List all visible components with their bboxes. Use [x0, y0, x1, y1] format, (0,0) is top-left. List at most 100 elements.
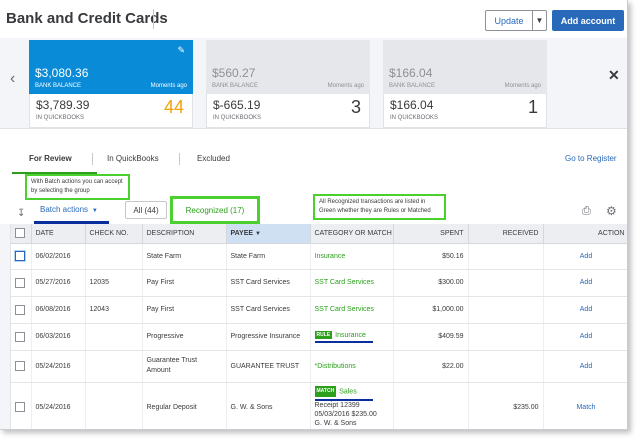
- cell-received: [468, 269, 544, 297]
- cell-received: [468, 323, 544, 351]
- row-checkbox[interactable]: [15, 331, 25, 342]
- account-card-2[interactable]: $560.27 BANK BALANCE Moments ago $-665.1…: [206, 40, 370, 128]
- cell-category[interactable]: MATCH Sales Receipt 12399 05/03/2016 $235…: [310, 382, 394, 429]
- table-row[interactable]: 05/24/2016 Guarantee Trust Amount GUARAN…: [11, 350, 627, 383]
- cell-category[interactable]: RULE Insurance: [310, 323, 394, 351]
- card-qb-section: $3,789.39 IN QUICKBOOKS 44: [29, 94, 193, 128]
- add-action-link[interactable]: Add: [543, 243, 627, 270]
- update-button[interactable]: Update: [485, 10, 533, 31]
- cell-check-no: [85, 323, 143, 351]
- add-account-button[interactable]: Add account: [552, 10, 624, 31]
- batch-actions-label: Batch actions: [40, 205, 89, 214]
- account-card-3[interactable]: $166.04 BANK BALANCE Moments ago $166.04…: [383, 40, 547, 128]
- cell-category[interactable]: Insurance: [310, 243, 394, 270]
- recognized-annotation: All Recognized transactions are listed i…: [313, 194, 446, 220]
- cell-description: State Farm: [142, 243, 227, 270]
- header-check-no[interactable]: CHECK NO.: [85, 224, 143, 244]
- tabs-bar: For Review In QuickBooks Excluded Go to …: [0, 128, 627, 175]
- header-description[interactable]: DESCRIPTION: [142, 224, 227, 244]
- category-label: Insurance: [335, 331, 366, 339]
- review-count: 3: [350, 97, 361, 117]
- printer-icon[interactable]: ⎙: [582, 205, 591, 217]
- go-to-register-link[interactable]: Go to Register: [565, 154, 617, 163]
- cell-received: [468, 350, 544, 383]
- tab-for-review[interactable]: For Review: [29, 154, 72, 163]
- header-date[interactable]: DATE: [31, 224, 86, 244]
- bank-balance-amount: $166.04: [389, 66, 433, 80]
- match-action-link[interactable]: Match: [543, 382, 627, 429]
- cell-spent: $409.59: [393, 323, 469, 351]
- cell-date: 05/24/2016: [31, 350, 86, 383]
- filter-all-button[interactable]: All (44): [125, 201, 167, 219]
- cell-description: Regular Deposit: [142, 382, 227, 429]
- cell-payee[interactable]: G. W. & Sons: [226, 382, 311, 429]
- table-row[interactable]: 06/03/2016 Progressive Progressive Insur…: [11, 323, 627, 351]
- cell-payee[interactable]: Progressive Insurance: [226, 323, 311, 351]
- cell-category[interactable]: SST Card Services: [310, 296, 394, 324]
- cell-check-no: 12035: [85, 269, 143, 297]
- page-title: Bank and Credit Cards: [6, 10, 168, 27]
- add-action-link[interactable]: Add: [543, 350, 627, 383]
- category-label: Sales: [339, 388, 357, 396]
- row-checkbox[interactable]: [15, 402, 25, 412]
- cell-received: [468, 296, 544, 324]
- table-row[interactable]: 06/08/2016 12043 Pay First SST Card Serv…: [11, 296, 627, 324]
- row-checkbox[interactable]: [15, 251, 25, 261]
- header-payee[interactable]: PAYEE ▼: [226, 224, 311, 244]
- cell-date: 06/03/2016: [31, 323, 86, 351]
- close-icon[interactable]: ✕: [608, 67, 620, 83]
- row-checkbox[interactable]: [15, 361, 25, 371]
- row-checkbox[interactable]: [15, 304, 25, 315]
- pencil-icon[interactable]: ✎: [177, 45, 185, 55]
- qb-balance-label: IN QUICKBOOKS: [390, 115, 439, 121]
- category-highlight: [314, 340, 373, 343]
- qb-balance-amount: $166.04: [390, 98, 434, 112]
- updated-time: Moments ago: [327, 83, 364, 89]
- category-highlight: [314, 399, 373, 401]
- cell-date: 05/27/2016: [31, 269, 86, 297]
- card-qb-section: $166.04 IN QUICKBOOKS 1: [383, 94, 547, 128]
- cell-check-no: 12043: [85, 296, 143, 324]
- add-action-link[interactable]: Add: [543, 323, 627, 351]
- cell-check-no: [85, 350, 143, 383]
- header-category[interactable]: CATEGORY OR MATCH: [310, 224, 394, 244]
- table-row[interactable]: 05/27/2016 12035 Pay First SST Card Serv…: [11, 269, 627, 297]
- update-dropdown-button[interactable]: ▼: [532, 10, 547, 31]
- add-action-link[interactable]: Add: [543, 269, 627, 297]
- table-row[interactable]: 06/02/2016 State Farm State Farm Insuran…: [11, 243, 627, 270]
- select-all-header[interactable]: [11, 224, 32, 244]
- match-badge: MATCH: [314, 386, 337, 397]
- header-spent[interactable]: SPENT: [393, 224, 469, 244]
- cell-spent: $22.00: [393, 350, 469, 383]
- table-row[interactable]: 05/24/2016 Regular Deposit G. W. & Sons …: [11, 382, 627, 429]
- cell-payee[interactable]: SST Card Services: [226, 269, 311, 297]
- review-count: 1: [527, 97, 538, 117]
- rule-badge: RULE: [314, 330, 333, 339]
- cell-spent: $1,000.00: [393, 296, 469, 324]
- cell-category[interactable]: SST Card Services: [310, 269, 394, 297]
- sort-arrow-icon[interactable]: ↧: [17, 208, 26, 219]
- filter-recognized-button[interactable]: Recognized (17): [170, 196, 260, 224]
- card-bank-section: $166.04 BANK BALANCE Moments ago: [383, 40, 547, 94]
- card-bank-section: ✎ $3,080.36 BANK BALANCE Moments ago: [29, 40, 193, 94]
- cell-payee[interactable]: GUARANTEE TRUST: [226, 350, 311, 383]
- transactions-table: DATE CHECK NO. DESCRIPTION PAYEE ▼ CATEG…: [10, 224, 627, 429]
- cell-category[interactable]: *Distributions: [310, 350, 394, 383]
- row-checkbox[interactable]: [15, 277, 25, 288]
- account-card-1[interactable]: ✎ $3,080.36 BANK BALANCE Moments ago $3,…: [29, 40, 193, 128]
- carousel-prev-icon[interactable]: ‹: [10, 70, 16, 87]
- bank-balance-label: BANK BALANCE: [35, 83, 82, 89]
- tab-excluded[interactable]: Excluded: [197, 154, 230, 163]
- qb-balance-label: IN QUICKBOOKS: [213, 115, 262, 121]
- header-action: ACTION: [543, 224, 627, 244]
- header-received[interactable]: RECEIVED: [468, 224, 544, 244]
- caret-down-icon: ▼: [535, 16, 544, 25]
- cell-payee[interactable]: State Farm: [226, 243, 311, 270]
- select-all-checkbox[interactable]: [15, 228, 25, 239]
- tab-in-quickbooks[interactable]: In QuickBooks: [107, 154, 159, 163]
- batch-actions-annotation: With Batch actions you can accept by sel…: [25, 174, 130, 200]
- add-action-link[interactable]: Add: [543, 296, 627, 324]
- batch-actions-dropdown[interactable]: Batch actions ▼: [40, 205, 98, 214]
- cell-payee[interactable]: SST Card Services: [226, 296, 311, 324]
- gear-icon[interactable]: ⚙: [606, 204, 617, 218]
